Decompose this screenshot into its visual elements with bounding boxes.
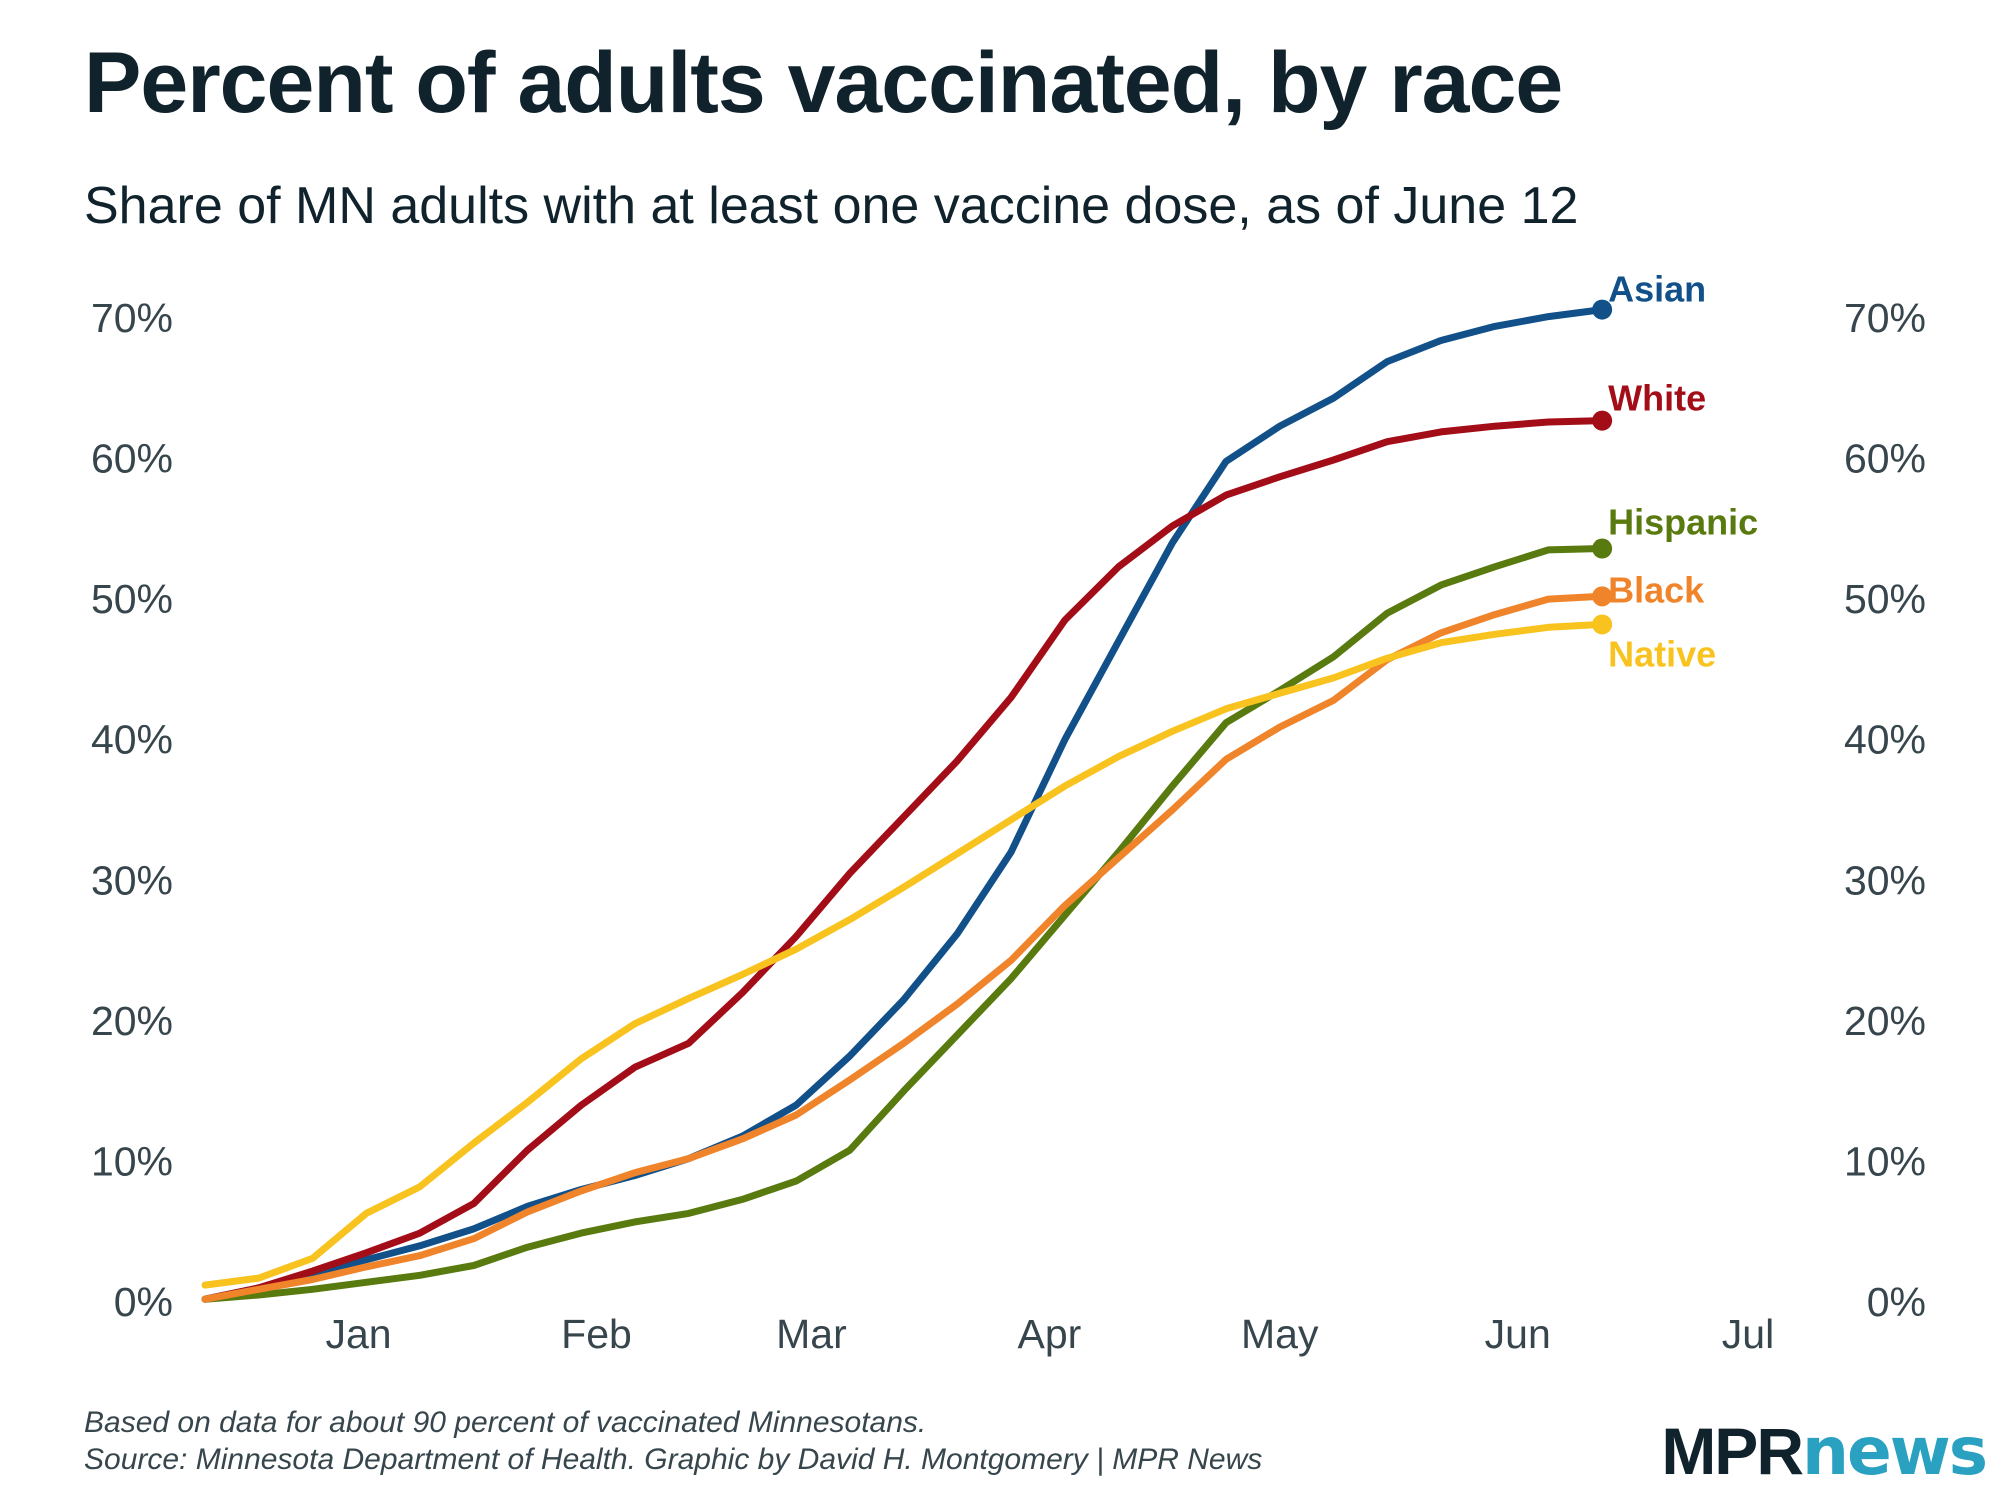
x-tick-label: Apr: [1018, 1311, 1082, 1357]
series-lines: [201, 299, 1613, 1303]
series-labels: Asian White Hispanic Black Native: [1608, 269, 1758, 675]
x-tick-label: Jun: [1485, 1311, 1551, 1357]
y-tick-label-left: 50%: [91, 576, 173, 622]
logo-mpr: MPR: [1661, 1414, 1804, 1488]
series-line-native: [201, 620, 1606, 1289]
y-tick-label-right: 30%: [1844, 857, 1926, 903]
y-tick-label-right: 10%: [1844, 1138, 1926, 1184]
y-tick-label-left: 20%: [91, 998, 173, 1044]
chart-title: Percent of adults vaccinated, by race: [84, 35, 1563, 131]
y-tick-label-left: 40%: [91, 717, 173, 763]
chart-notes: Based on data for about 90 percent of va…: [84, 1404, 1262, 1478]
series-label-black: Black: [1608, 569, 1705, 610]
y-axis-left: 0% 10% 20% 30% 40% 50% 60% 70%: [91, 295, 173, 1325]
y-tick-label-left: 0%: [114, 1279, 173, 1325]
y-tick-label-right: 60%: [1844, 436, 1926, 482]
x-tick-label: Jul: [1722, 1311, 1774, 1357]
y-tick-label-right: 40%: [1844, 717, 1926, 763]
y-tick-label-right: 50%: [1844, 576, 1926, 622]
series-endpoint-black: [1592, 586, 1613, 607]
y-tick-label-left: 60%: [91, 436, 173, 482]
mpr-news-logo: MPRnews: [1661, 1418, 1988, 1485]
y-axis-right: 0% 10% 20% 30% 40% 50% 60% 70%: [1844, 295, 1926, 1325]
series-line-asian: [201, 306, 1606, 1303]
y-tick-label-left: 70%: [91, 295, 173, 341]
series-endpoint-native: [1592, 614, 1613, 635]
y-tick-label-right: 0%: [1867, 1279, 1926, 1325]
x-tick-label: Feb: [561, 1311, 632, 1357]
series-label-asian: Asian: [1608, 269, 1706, 310]
y-tick-label-right: 70%: [1844, 295, 1926, 341]
x-tick-label: May: [1241, 1311, 1319, 1357]
series-line-white: [201, 417, 1606, 1303]
footnote: Based on data for about 90 percent of va…: [84, 1406, 927, 1439]
series-label-hispanic: Hispanic: [1608, 502, 1758, 543]
series-line-hispanic: [201, 545, 1606, 1303]
series-line-black: [201, 592, 1606, 1303]
series-endpoint-asian: [1592, 299, 1613, 320]
y-tick-label-right: 20%: [1844, 998, 1926, 1044]
series-endpoint-hispanic: [1592, 538, 1613, 559]
line-chart: 0% 10% 20% 30% 40% 50% 60% 70% 0% 10% 20% 30% 40% 50…: [91, 269, 1926, 1357]
x-axis: Jan Feb Mar Apr May Jun Jul: [325, 1311, 1774, 1357]
y-tick-label-left: 30%: [91, 857, 173, 903]
x-tick-label: Mar: [776, 1311, 847, 1357]
y-tick-label-left: 10%: [91, 1138, 173, 1184]
source-credit: Source: Minnesota Department of Health. …: [84, 1443, 1263, 1476]
logo-news: news: [1801, 1413, 1988, 1490]
series-endpoint-white: [1592, 410, 1613, 431]
series-label-native: Native: [1608, 633, 1716, 674]
chart-subtitle: Share of MN adults with at least one vac…: [84, 177, 1579, 235]
series-label-white: White: [1608, 378, 1706, 419]
x-tick-label: Jan: [325, 1311, 391, 1357]
